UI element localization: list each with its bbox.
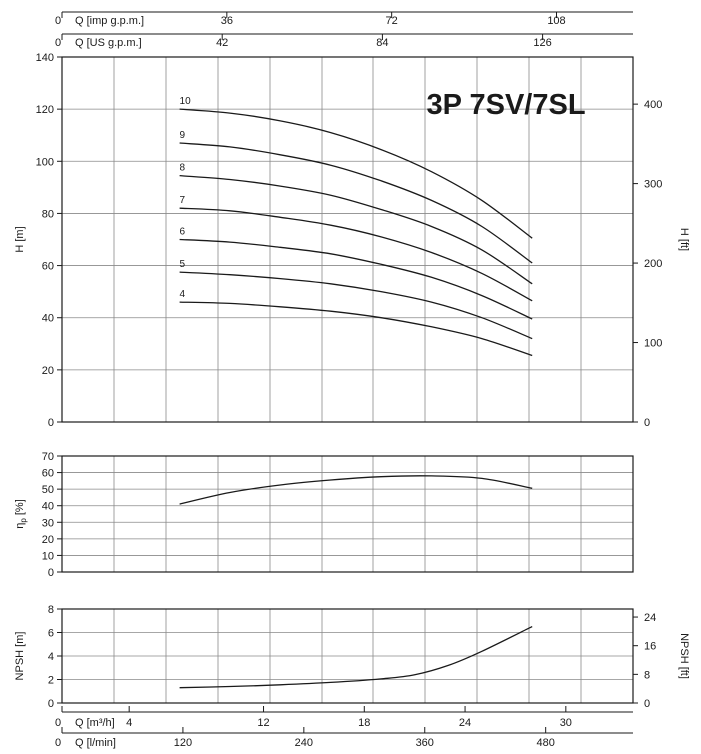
us-gpm-axis-label: Q [US g.p.m.] [75,37,142,49]
curve-label-6: 6 [180,227,186,238]
y-tick-label: 60 [42,468,54,480]
m3h-axis-tick-label: 30 [560,717,572,729]
top-flow-axes: 0 Q [imp g.p.m.] 36 72 108 0 Q [US g.p.m.] 42 84… [55,11,633,49]
y-tick-label: 0 [48,698,54,710]
y2-axis-label: H [ft] [678,228,690,251]
y-tick-label: 40 [42,501,54,513]
y2-tick-label: 100 [644,338,662,350]
y-tick-label: 50 [42,484,54,496]
y-tick-label: 60 [42,261,54,273]
m3h-axis-tick-label: 12 [257,717,269,729]
curve-label-9: 9 [180,130,186,141]
head-curve-8 [179,174,533,285]
efficiency-curve-0 [179,475,533,505]
y2-tick-label: 8 [644,669,650,681]
imp-gpm-axis-tick-label: 108 [547,15,565,27]
npsh-curve-0 [179,626,533,689]
imp-gpm-axis-zero: 0 [55,15,61,27]
imp-gpm-axis-label: Q [imp g.p.m.] [75,15,144,27]
m3h-axis-label: Q [m³/h] [75,717,115,729]
lmin-axis-tick-label: 360 [416,737,434,749]
y-axis-label: ηp [%] [14,499,28,529]
lmin-axis-zero: 0 [55,737,61,749]
y2-tick-label: 24 [644,612,656,624]
y-tick-label: 80 [42,208,54,220]
curve-label-5: 5 [180,259,186,270]
curve-label-4: 4 [180,289,186,300]
lmin-axis-label: Q [l/min] [75,737,116,749]
head-curve-7 [179,207,533,302]
lmin-axis-tick-label: 240 [295,737,313,749]
curve-label-7: 7 [180,195,186,206]
m3h-axis-tick-label: 24 [459,717,471,729]
lmin-axis-tick-label: 120 [174,737,192,749]
y2-tick-label: 0 [644,698,650,710]
y-tick-label: 20 [42,534,54,546]
y-tick-label: 140 [36,52,54,64]
y-axis-label: H [m] [14,226,26,252]
imp-gpm-axis-tick-label: 72 [386,15,398,27]
efficiency-panel: 0 10 20 30 40 50 60 70 ηp [%] [14,451,634,579]
y2-tick-label: 300 [644,179,662,191]
y-tick-label: 120 [36,104,54,116]
curve-label-10: 10 [180,96,192,107]
head-panel: 0 20 40 60 80 100 120 140 0 100 200 300 400 H [m] H [f… [14,52,690,429]
y-tick-label: 70 [42,451,54,463]
y-tick-label: 8 [48,604,54,616]
y2-tick-label: 200 [644,258,662,270]
imp-gpm-axis-tick-label: 36 [221,15,233,27]
head-curve-10 [179,108,533,239]
head-curve-9 [179,142,533,264]
plot-frame [61,608,634,704]
y-axis-label: NPSH [m] [14,632,26,681]
y-tick-label: 40 [42,313,54,325]
y-tick-label: 0 [48,417,54,429]
m3h-axis-zero: 0 [55,717,61,729]
y-tick-label: 4 [48,651,54,663]
y-tick-label: 2 [48,675,54,687]
y-tick-label: 0 [48,567,54,579]
m3h-axis-tick-label: 18 [358,717,370,729]
us-gpm-axis-tick-label: 42 [216,37,228,49]
head-curve-5 [179,271,533,340]
head-curve-4 [179,301,533,357]
y-tick-label: 10 [42,550,54,562]
us-gpm-axis-tick-label: 84 [376,37,388,49]
chart-title: 3P 7SV/7SL [426,89,585,121]
head-curve-6 [179,238,533,320]
curve-label-8: 8 [180,163,186,174]
lmin-axis-tick-label: 480 [536,737,554,749]
plot-frame [61,56,634,423]
us-gpm-axis-tick-label: 126 [533,37,551,49]
y-tick-label: 20 [42,365,54,377]
y2-tick-label: 0 [644,417,650,429]
bottom-flow-axes: 0 Q [m³/h] 4 12 18 24 30 0 Q [l/min] 120 240 360 480 [55,706,633,749]
y2-tick-label: 400 [644,99,662,111]
y-tick-label: 30 [42,517,54,529]
y2-tick-label: 16 [644,641,656,653]
y-tick-label: 6 [48,628,54,640]
y2-axis-label: NPSH [ft] [678,633,690,679]
us-gpm-axis-zero: 0 [55,37,61,49]
plot-frame [61,455,634,573]
m3h-axis-tick-label: 4 [126,717,132,729]
y-tick-label: 100 [36,156,54,168]
